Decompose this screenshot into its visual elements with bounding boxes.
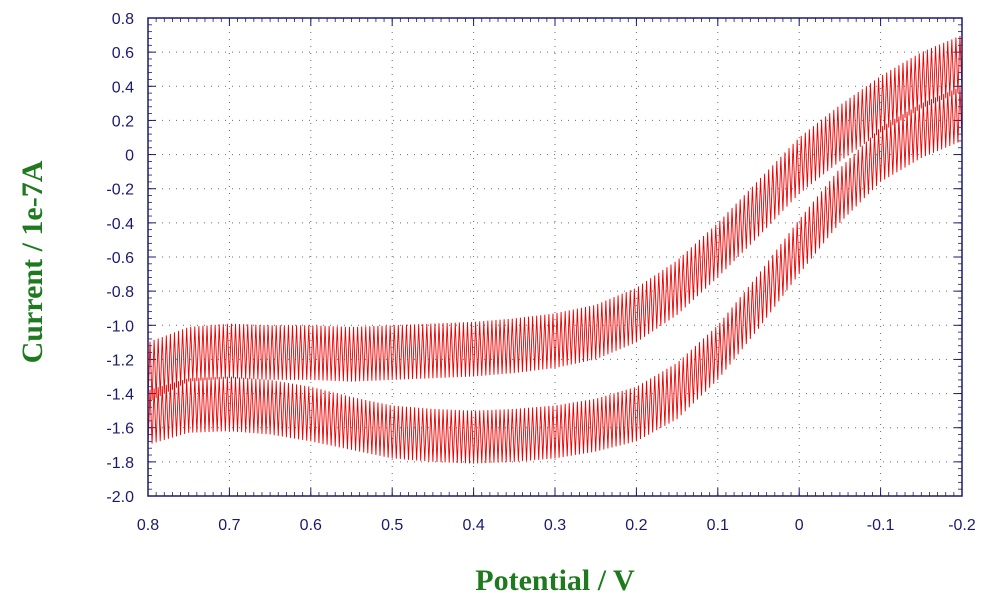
y-tick-label: -1.8 bbox=[106, 455, 134, 472]
x-tick-label: -0.1 bbox=[867, 517, 895, 534]
lower-branch-trace bbox=[147, 87, 963, 464]
y-tick-label: -1.0 bbox=[106, 318, 134, 335]
y-tick-label: -1.4 bbox=[106, 387, 134, 404]
x-tick-labels: 0.8 0.7 0.6 0.5 0.4 0.3 0.2 0.1 0 -0.1 -0.2 bbox=[137, 517, 976, 534]
x-tick-label: 0.7 bbox=[218, 517, 240, 534]
y-tick-label: -0.2 bbox=[106, 182, 134, 199]
y-tick-labels: 0.8 0.6 0.4 0.2 0 -0.2 -0.4 -0.6 -0.8 -1.0 -1.2 -1.… bbox=[106, 11, 134, 506]
x-tick-label: 0.8 bbox=[137, 517, 159, 534]
x-axis-title: Potential / V bbox=[475, 564, 635, 597]
y-tick-label: 0 bbox=[125, 148, 134, 165]
y-tick-label: -0.8 bbox=[106, 284, 134, 301]
series-layer bbox=[147, 35, 963, 464]
x-tick-label: 0.2 bbox=[625, 517, 647, 534]
y-tick-label: 0.4 bbox=[112, 79, 134, 96]
y-tick-label: 0.6 bbox=[112, 45, 134, 62]
y-tick-label: -0.6 bbox=[106, 250, 134, 267]
y-tick-label: 0.8 bbox=[112, 11, 134, 28]
y-tick-label: -1.6 bbox=[106, 421, 134, 438]
x-tick-label: 0.1 bbox=[707, 517, 729, 534]
x-tick-label: 0.6 bbox=[300, 517, 322, 534]
y-tick-label: 0.2 bbox=[112, 113, 134, 130]
x-tick-label: 0.3 bbox=[544, 517, 566, 534]
x-tick-label: 0 bbox=[795, 517, 804, 534]
y-tick-label: -1.2 bbox=[106, 352, 134, 369]
y-tick-label: -0.4 bbox=[106, 216, 134, 233]
y-axis-title: Current / 1e-7A bbox=[16, 160, 49, 363]
upper-branch-trace bbox=[147, 35, 963, 403]
x-tick-label: 0.4 bbox=[462, 517, 484, 534]
y-tick-label: -2.0 bbox=[106, 489, 134, 506]
x-tick-label: -0.2 bbox=[948, 517, 976, 534]
plot-frame bbox=[147, 17, 963, 497]
x-tick-label: 0.5 bbox=[381, 517, 403, 534]
